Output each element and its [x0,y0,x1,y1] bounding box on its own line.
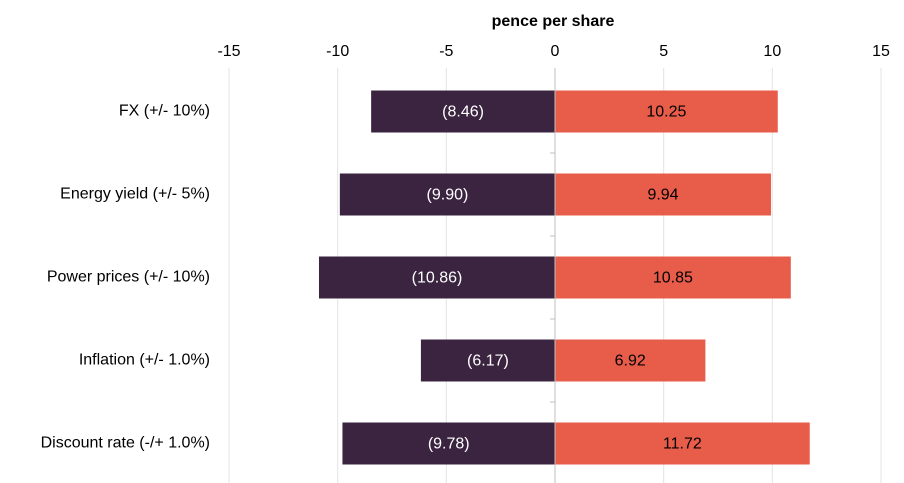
data-label: 6.92 [615,353,646,370]
bar [555,173,772,216]
x-tick-label: -10 [326,43,349,60]
x-tick-label: 5 [659,43,668,60]
y-tick-label: Energy yield (+/- 5%) [60,186,210,203]
data-label: (9.90) [427,187,469,204]
data-label: 10.25 [646,104,686,121]
axis-title: pence per share [492,13,615,30]
x-tick-label: 10 [763,43,781,60]
y-tick-label: FX (+/- 10%) [119,103,210,120]
bar [318,256,555,299]
data-label: (10.86) [412,270,463,287]
y-tick-label: Discount rate (-/+ 1.0%) [41,435,210,452]
data-label: 11.72 [663,436,702,453]
y-tick-label: Power prices (+/- 10%) [47,269,210,286]
bar [371,90,555,133]
bar [555,90,778,133]
bar [420,339,555,382]
bar [555,256,791,299]
data-label: (8.46) [442,104,484,121]
bar [339,173,555,216]
y-tick-label: Inflation (+/- 1.0%) [79,352,210,369]
x-tick-label: -5 [439,43,453,60]
data-label: (6.17) [467,353,509,370]
bar [342,422,555,465]
data-label: (9.78) [428,436,470,453]
bar [555,422,810,465]
x-tick-label: 0 [551,43,560,60]
data-label: 10.85 [653,270,693,287]
data-label: 9.94 [647,187,678,204]
x-tick-label: 15 [872,43,890,60]
x-tick-label: -15 [217,43,240,60]
bar [555,339,706,382]
